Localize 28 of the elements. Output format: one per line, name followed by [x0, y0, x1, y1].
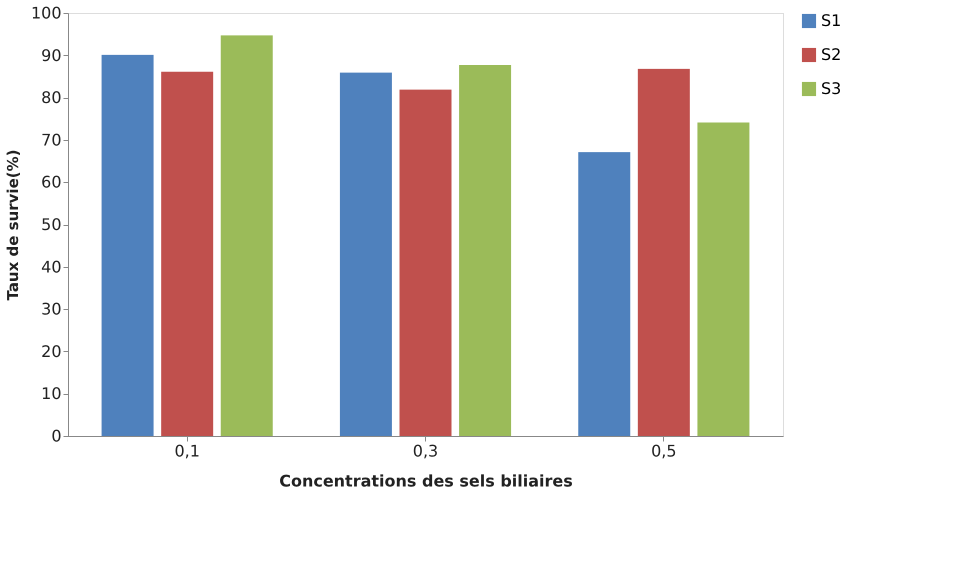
bar: [400, 90, 452, 436]
bar: [161, 72, 214, 436]
legend-label: S1: [821, 11, 842, 30]
legend-label: S3: [821, 79, 842, 98]
x-axis-title: Concentrations des sels biliaires: [279, 472, 573, 490]
y-tick-label: 80: [41, 88, 62, 108]
bar: [697, 122, 750, 436]
x-tick-label: 0,5: [651, 442, 677, 460]
y-tick-label: 30: [41, 300, 62, 319]
bar: [459, 65, 512, 436]
bar: [102, 54, 154, 436]
y-tick-label: 100: [30, 4, 62, 22]
y-tick-label: 70: [41, 130, 62, 150]
x-tick-label: 0,3: [412, 442, 438, 460]
y-tick-label: 60: [41, 172, 62, 192]
y-tick-label: 0: [51, 426, 62, 446]
y-tick-label: 50: [41, 215, 62, 234]
bar: [340, 72, 392, 436]
y-tick-label: 20: [41, 342, 62, 361]
y-tick-label: 90: [41, 46, 62, 65]
y-tick-label: 10: [41, 384, 62, 404]
bar: [578, 152, 630, 436]
y-axis-title: Taux de survie(%): [4, 150, 22, 300]
bar: [220, 35, 273, 436]
x-tick-label: 0,1: [174, 442, 200, 460]
bar: [638, 68, 690, 436]
y-tick-label: 40: [41, 257, 62, 276]
legend-label: S2: [821, 45, 842, 64]
